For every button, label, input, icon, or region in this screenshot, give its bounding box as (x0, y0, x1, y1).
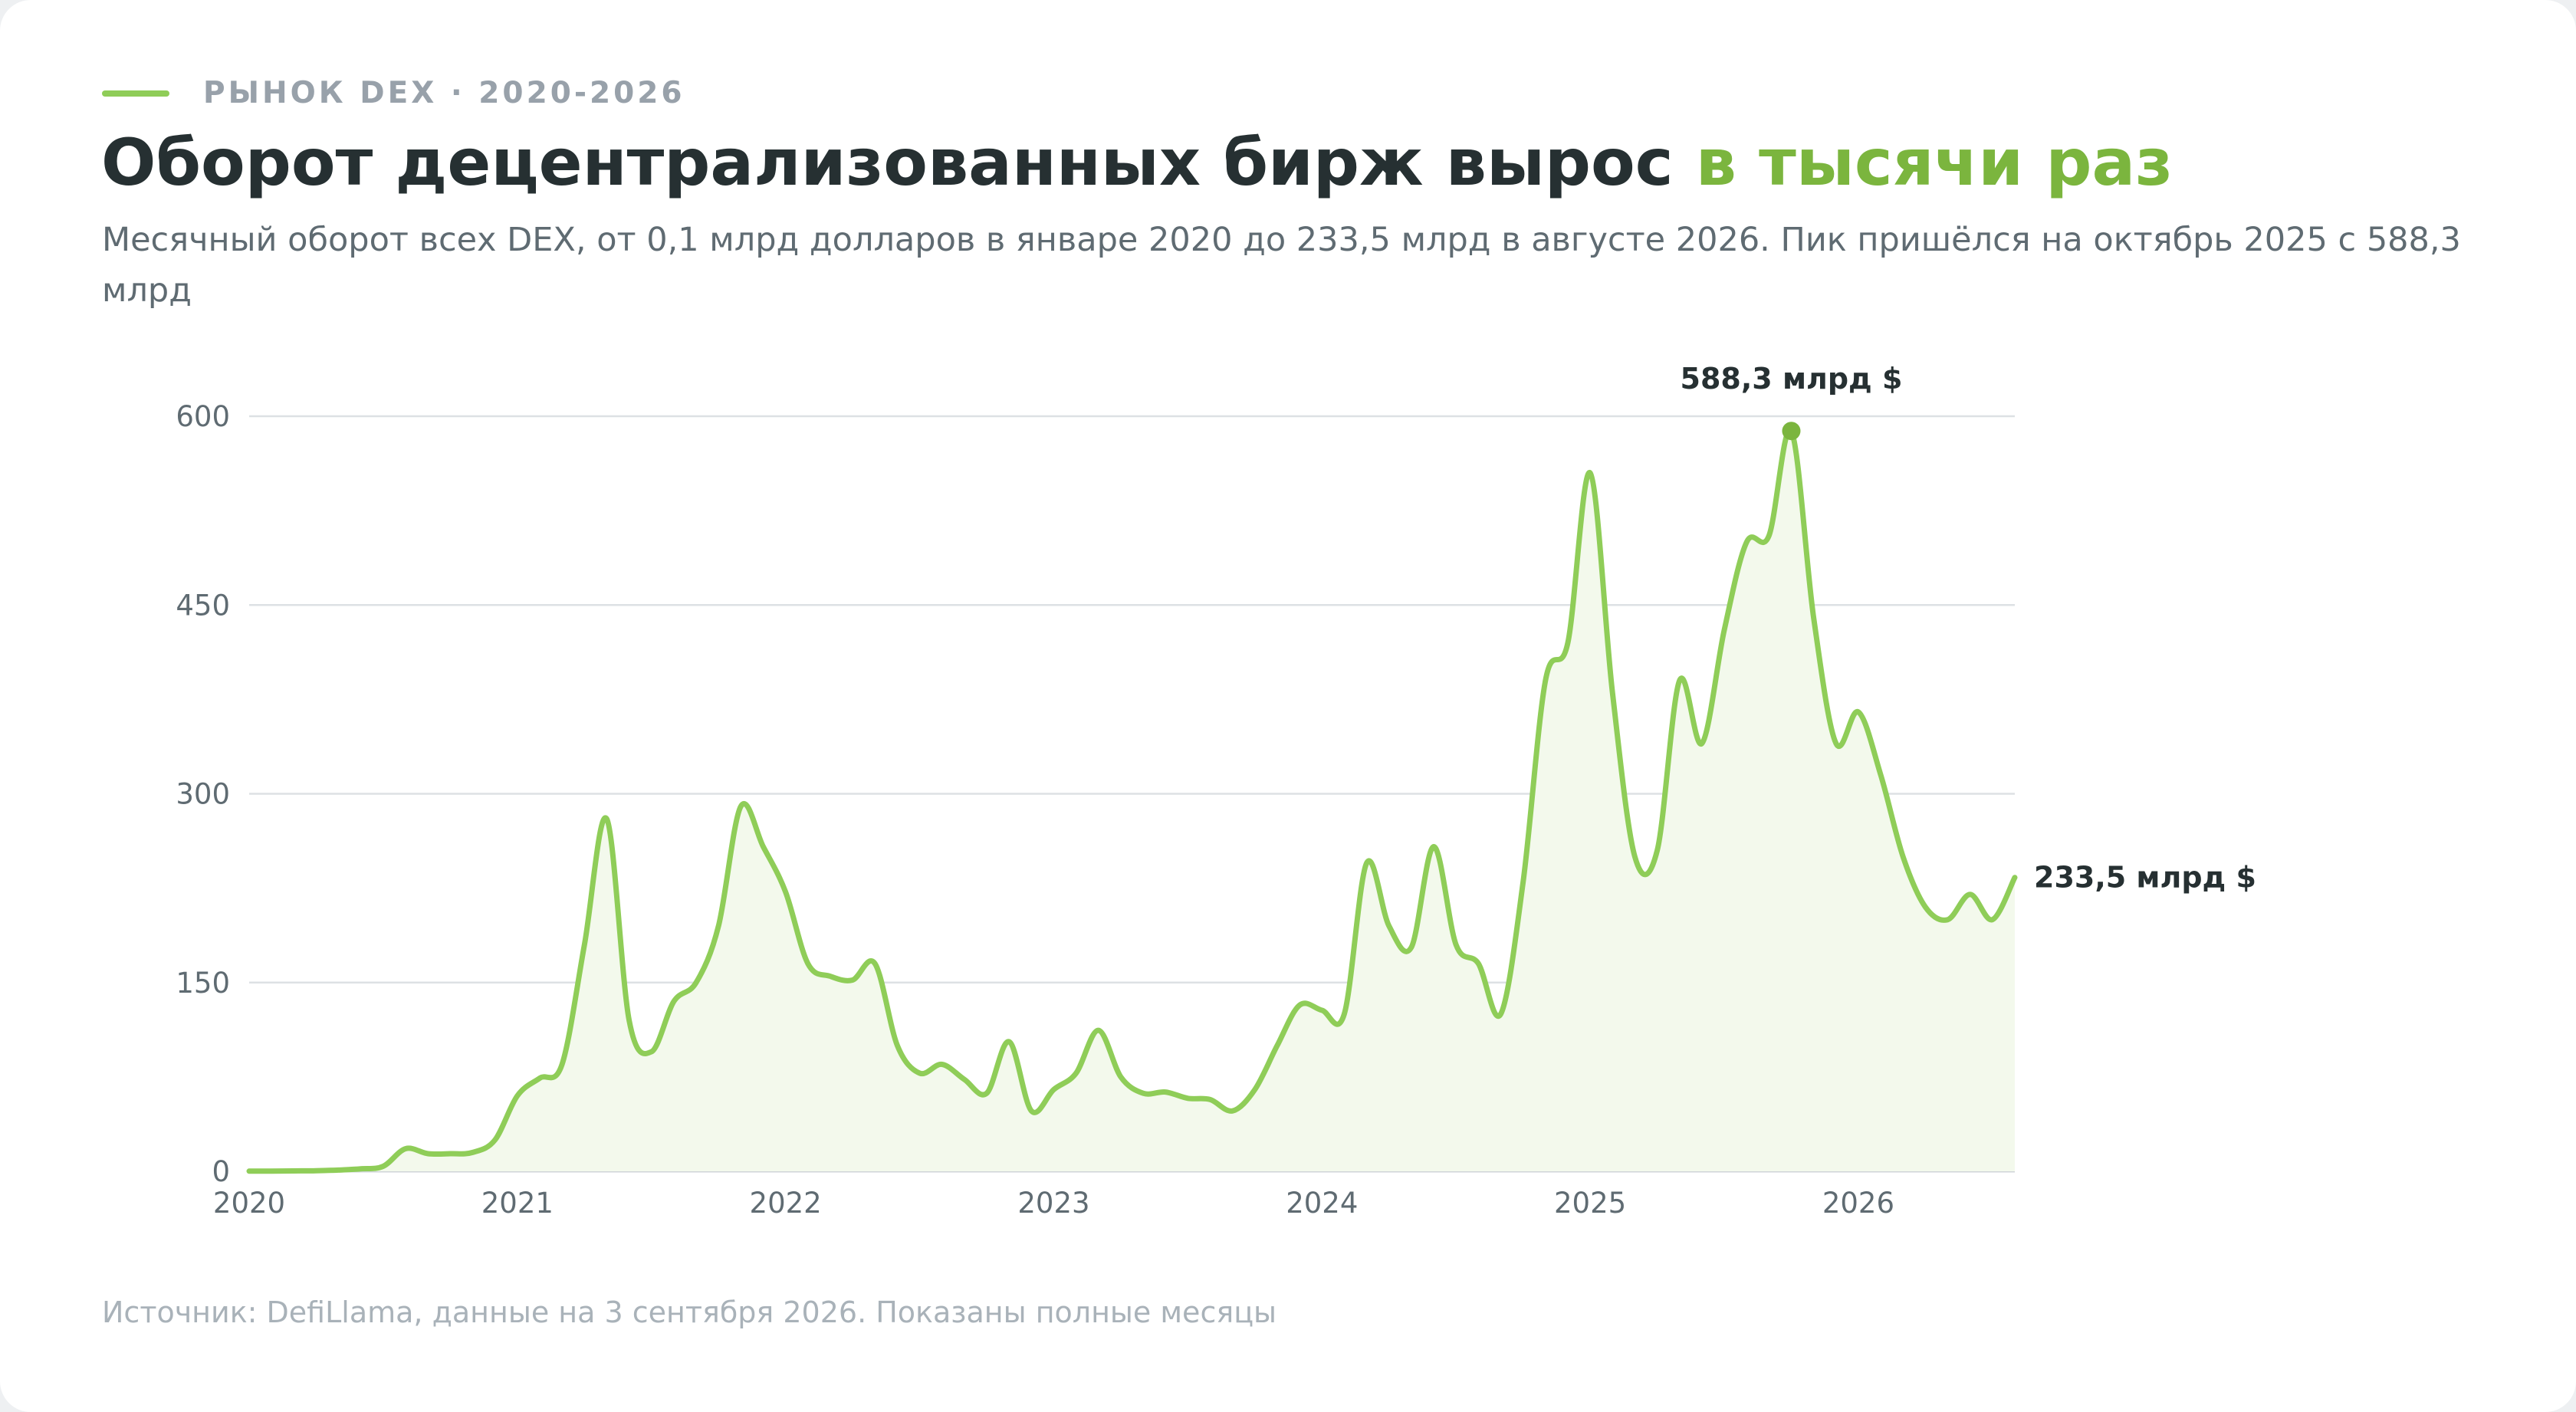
peak-label: 588,3 млрд $ (1681, 362, 1903, 396)
x-tick-label: 2024 (1286, 1187, 1358, 1220)
volume-line (246, 427, 2018, 1174)
last-value-label: 233,5 млрд $ (2034, 861, 2256, 895)
y-tick-label: 300 (176, 778, 230, 811)
kicker-text: РЫНОК DEX · 2020-2026 (203, 76, 685, 110)
axes: 2020 2021 2022 2023 2024 2025 2026 (213, 1187, 1894, 1220)
chart-title: Оборот децентрализованных бирж вырос в т… (101, 123, 2173, 203)
chart-title-main: Оборот децентрализованных бирж вырос (101, 125, 1696, 200)
chart-subtitle: Месячный оборот всех DEX, от 0,1 млрд до… (102, 221, 2461, 310)
x-tick-label: 2025 (1554, 1187, 1626, 1220)
kicker: РЫНОК DEX · 2020-2026 (102, 75, 685, 111)
x-tick-label: 2026 (1822, 1187, 1894, 1220)
x-tick-label: 2021 (481, 1187, 554, 1220)
annotations: 588,3 млрд $ 233,5 млрд $ (1681, 362, 2256, 894)
chart-title-accent: в тысячи раз (1695, 125, 2173, 200)
x-tick-label: 2023 (1017, 1187, 1089, 1220)
x-tick-label: 2020 (213, 1187, 285, 1220)
peak-marker (1782, 422, 1801, 441)
source-note: Источник: DefiLlama, данные на 3 сентябр… (102, 1295, 1277, 1329)
kicker-accent-line (102, 90, 169, 97)
x-tick-label: 2022 (750, 1187, 822, 1220)
y-tick-label: 600 (176, 400, 230, 433)
y-tick-label: 0 (212, 1155, 230, 1188)
y-tick-label: 450 (176, 589, 230, 622)
y-tick-label: 150 (176, 967, 230, 1000)
